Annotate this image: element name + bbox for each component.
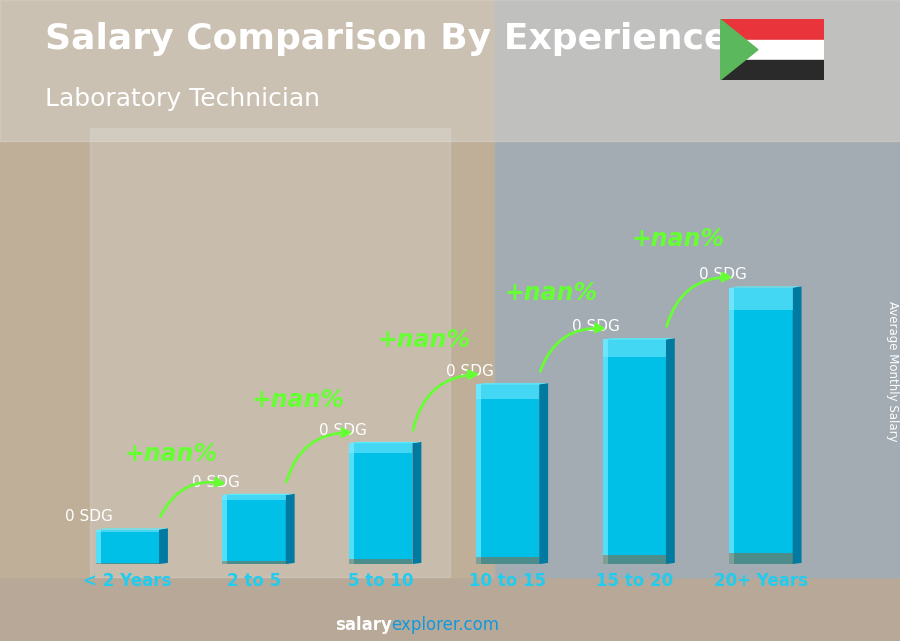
Text: explorer.com: explorer.com	[392, 616, 500, 634]
Bar	[95, 529, 159, 532]
Polygon shape	[286, 494, 294, 564]
Polygon shape	[349, 442, 421, 443]
Bar	[0, 0, 495, 577]
Text: Salary Comparison By Experience: Salary Comparison By Experience	[45, 22, 728, 56]
Bar	[720, 40, 824, 60]
Bar	[222, 495, 228, 564]
Bar	[0, 0, 900, 141]
Bar	[729, 288, 793, 564]
Text: 0 SDG: 0 SDG	[446, 364, 493, 379]
Polygon shape	[539, 383, 548, 564]
Text: +nan%: +nan%	[632, 228, 724, 251]
Bar	[729, 288, 793, 310]
Bar	[0, 0, 900, 141]
Polygon shape	[159, 528, 168, 564]
Bar	[476, 385, 539, 399]
Bar	[90, 128, 450, 577]
Bar	[495, 0, 900, 577]
Text: Laboratory Technician: Laboratory Technician	[45, 87, 320, 110]
Text: 0 SDG: 0 SDG	[66, 510, 113, 524]
Polygon shape	[412, 442, 421, 564]
Bar	[349, 559, 412, 564]
Bar	[349, 443, 412, 564]
Bar	[222, 495, 286, 564]
Bar	[95, 529, 159, 564]
Text: salary: salary	[335, 616, 392, 634]
Bar	[349, 443, 412, 453]
Bar	[720, 60, 824, 80]
Polygon shape	[729, 287, 802, 288]
Polygon shape	[720, 19, 758, 80]
Polygon shape	[793, 287, 802, 564]
Bar	[729, 553, 793, 564]
Text: 0 SDG: 0 SDG	[319, 423, 366, 438]
Text: +nan%: +nan%	[251, 388, 345, 412]
Bar	[603, 340, 666, 564]
Bar	[603, 340, 608, 564]
Bar	[222, 495, 286, 501]
Polygon shape	[603, 338, 675, 340]
Bar	[95, 529, 101, 564]
Bar	[603, 555, 666, 564]
Text: 0 SDG: 0 SDG	[192, 475, 240, 490]
Bar	[476, 557, 539, 564]
Bar	[476, 385, 481, 564]
Bar	[95, 563, 159, 564]
Text: +nan%: +nan%	[124, 442, 218, 465]
Polygon shape	[666, 338, 675, 564]
Text: +nan%: +nan%	[378, 328, 471, 351]
Bar	[222, 562, 286, 564]
Text: 0 SDG: 0 SDG	[699, 267, 747, 283]
Text: +nan%: +nan%	[505, 281, 598, 305]
Bar	[720, 19, 824, 40]
Polygon shape	[476, 383, 548, 385]
Polygon shape	[222, 494, 294, 495]
Bar	[349, 443, 355, 564]
Text: 0 SDG: 0 SDG	[572, 319, 620, 334]
Bar	[729, 288, 734, 564]
Text: Average Monthly Salary: Average Monthly Salary	[886, 301, 899, 442]
Bar	[476, 385, 539, 564]
Polygon shape	[95, 528, 168, 529]
Bar	[603, 340, 666, 358]
